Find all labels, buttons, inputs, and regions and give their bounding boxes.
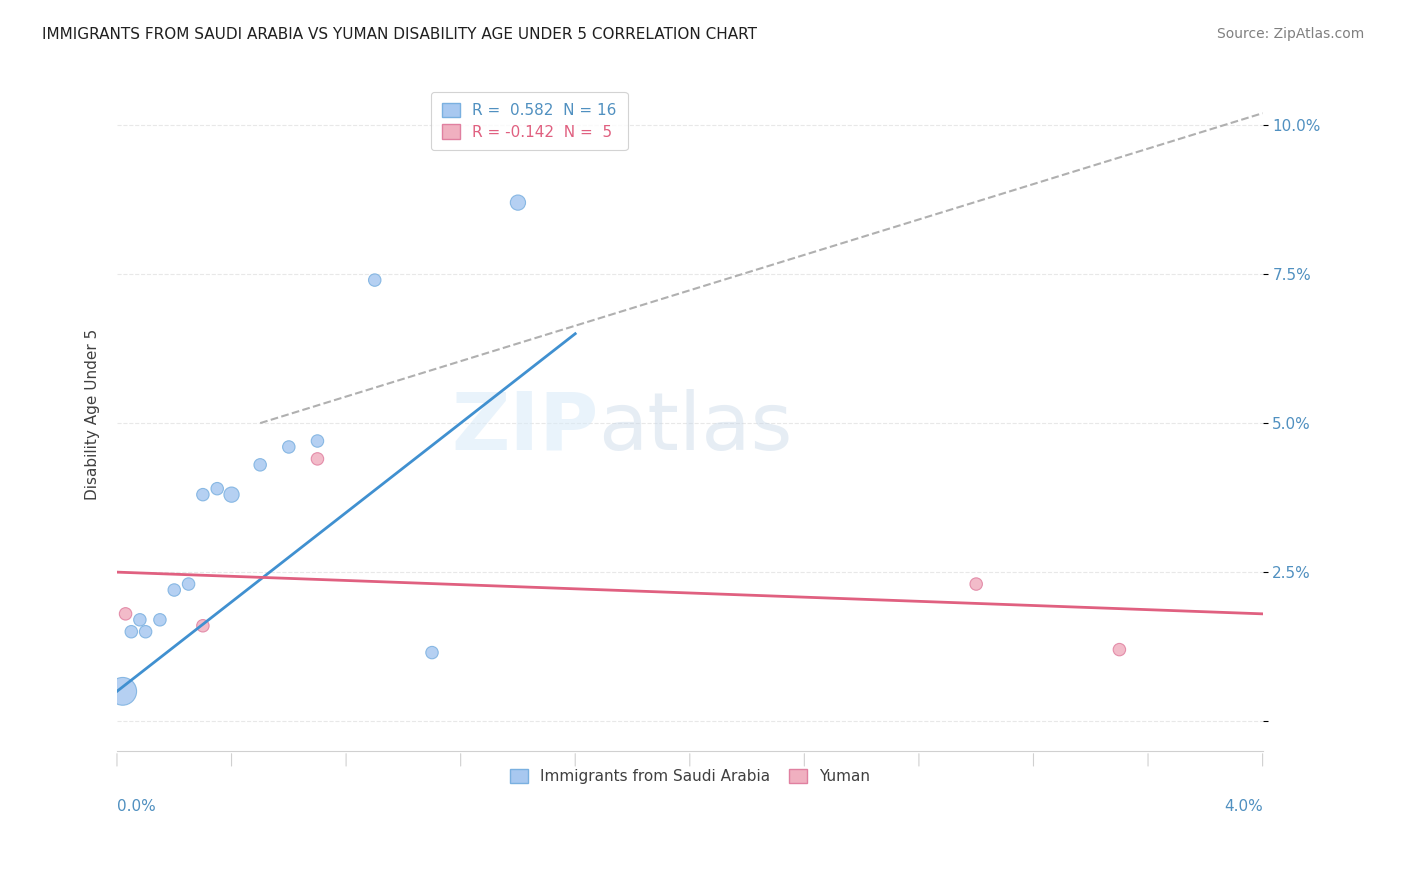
Point: [221, 488, 243, 502]
Point: [364, 273, 387, 287]
Text: 4.0%: 4.0%: [1223, 798, 1263, 814]
Point: [277, 440, 299, 454]
Point: [111, 684, 134, 698]
Point: [120, 624, 142, 639]
Point: [1108, 642, 1130, 657]
Point: [420, 646, 443, 660]
Text: atlas: atlas: [598, 389, 793, 467]
Text: ZIP: ZIP: [451, 389, 598, 467]
Point: [177, 577, 200, 591]
Point: [965, 577, 987, 591]
Text: IMMIGRANTS FROM SAUDI ARABIA VS YUMAN DISABILITY AGE UNDER 5 CORRELATION CHART: IMMIGRANTS FROM SAUDI ARABIA VS YUMAN DI…: [42, 27, 758, 42]
Point: [149, 613, 172, 627]
Point: [114, 607, 136, 621]
Point: [191, 488, 214, 502]
Text: Source: ZipAtlas.com: Source: ZipAtlas.com: [1216, 27, 1364, 41]
Point: [506, 195, 529, 210]
Point: [307, 434, 329, 448]
Point: [249, 458, 271, 472]
Point: [205, 482, 228, 496]
Point: [128, 613, 150, 627]
Point: [135, 624, 157, 639]
Y-axis label: Disability Age Under 5: Disability Age Under 5: [86, 328, 100, 500]
Legend: Immigrants from Saudi Arabia, Yuman: Immigrants from Saudi Arabia, Yuman: [503, 763, 876, 790]
Point: [191, 619, 214, 633]
Text: 0.0%: 0.0%: [117, 798, 156, 814]
Point: [307, 451, 329, 466]
Point: [163, 582, 186, 597]
